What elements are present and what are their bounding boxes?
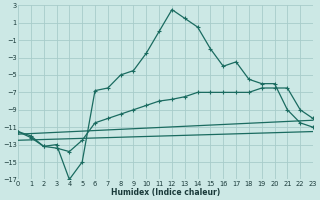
X-axis label: Humidex (Indice chaleur): Humidex (Indice chaleur) [111,188,220,197]
